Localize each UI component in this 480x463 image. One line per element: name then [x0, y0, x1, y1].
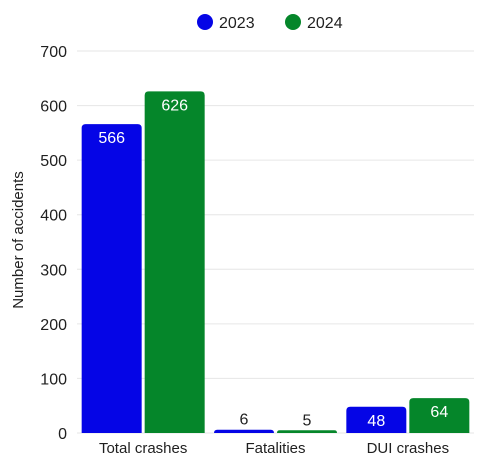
y-tick-label: 100 — [40, 371, 67, 388]
legend: 2023 2024 — [197, 14, 343, 32]
data-label: 626 — [161, 97, 188, 114]
y-tick-label: 500 — [40, 153, 67, 170]
data-label: 6 — [240, 412, 249, 429]
data-label: 566 — [98, 130, 125, 147]
x-category-label: Fatalities — [245, 440, 305, 457]
y-axis-ticks: 0 100 200 300 400 500 600 700 — [40, 44, 67, 443]
data-label: 5 — [303, 412, 312, 429]
x-category-label: DUI crashes — [367, 440, 450, 457]
legend-marker-2024 — [285, 14, 301, 30]
y-tick-label: 600 — [40, 99, 67, 116]
y-tick-label: 200 — [40, 317, 67, 334]
y-tick-label: 700 — [40, 44, 67, 61]
bar-2024-dui-crashes — [409, 398, 470, 433]
legend-label-2023: 2023 — [219, 15, 255, 32]
legend-marker-2023 — [197, 14, 213, 30]
bar-2024-total-crashes — [144, 91, 205, 433]
x-axis-categories: Total crashes Fatalities DUI crashes — [99, 440, 449, 457]
data-label: 48 — [367, 413, 385, 430]
legend-label-2024: 2024 — [307, 15, 343, 32]
y-axis-title: Number of accidents — [10, 171, 27, 309]
bar-2023-fatalities — [214, 429, 274, 433]
y-tick-label: 300 — [40, 262, 67, 279]
bars — [81, 91, 470, 433]
y-tick-label: 0 — [58, 426, 67, 443]
y-tick-label: 400 — [40, 208, 67, 225]
bar-2023-dui-crashes — [346, 406, 407, 433]
x-category-label: Total crashes — [99, 440, 187, 457]
data-labels: 566 626 6 5 48 64 — [98, 97, 448, 429]
bar-2023-total-crashes — [81, 124, 142, 433]
grid-lines — [77, 50, 474, 434]
data-label: 64 — [430, 404, 448, 421]
bar-2024-fatalities — [277, 430, 337, 433]
